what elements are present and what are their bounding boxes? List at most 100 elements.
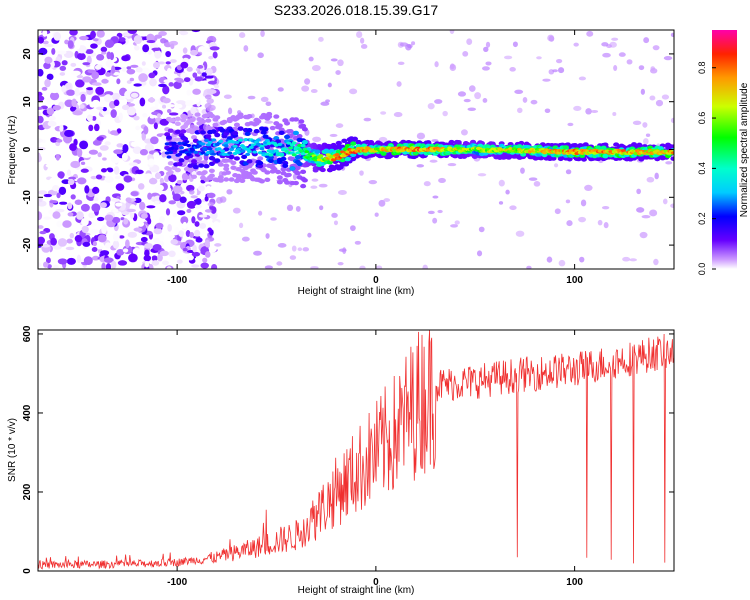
ridge-mark — [277, 142, 283, 146]
noise-blob — [68, 176, 77, 180]
noise-blob — [45, 257, 51, 264]
ridge-mark — [335, 140, 342, 146]
snr-ytick-label: 400 — [22, 404, 33, 421]
noise-blob — [330, 58, 338, 62]
noise-blob — [437, 209, 443, 214]
noise-blob — [590, 109, 599, 113]
noise-blob — [49, 200, 58, 204]
noise-blob — [56, 220, 62, 228]
noise-blob — [106, 51, 112, 60]
noise-blob — [125, 197, 132, 203]
snr-axes: -100 0 100 0 200 400 600 — [22, 325, 674, 588]
noise-blob — [116, 78, 121, 85]
noise-blob — [585, 108, 592, 115]
ridge-mark — [169, 118, 176, 123]
noise-blob — [112, 240, 120, 249]
noise-blob — [38, 142, 42, 147]
ridge-mark — [236, 147, 242, 151]
noise-blob — [291, 245, 297, 252]
noise-blob — [257, 52, 264, 59]
noise-blob — [168, 200, 177, 205]
noise-blob — [209, 244, 217, 253]
ridge-mark — [199, 119, 206, 124]
ridge-mark — [207, 147, 213, 151]
ridge-mark — [318, 154, 324, 158]
noise-blob — [169, 59, 177, 63]
noise-blob — [81, 225, 89, 234]
noise-blob — [276, 261, 283, 266]
noise-blob — [447, 162, 457, 167]
ridge-mark — [448, 139, 455, 145]
ridge-mark — [174, 116, 181, 122]
noise-blob — [51, 47, 56, 55]
noise-blob — [137, 221, 145, 227]
noise-blob — [665, 161, 673, 165]
noise-blob — [118, 235, 125, 239]
noise-blob — [311, 64, 321, 72]
noise-blob — [92, 241, 97, 247]
ridge-mark — [301, 140, 308, 145]
noise-blob — [159, 177, 164, 184]
figure-title: S233.2026.018.15.39.G17 — [274, 2, 438, 18]
snr-ylabel: SNR (10 * v/v) — [7, 418, 18, 482]
noise-blob — [191, 264, 200, 268]
ridge-mark — [269, 125, 276, 131]
noise-blob — [122, 143, 129, 153]
noise-blob — [71, 98, 77, 108]
noise-blob — [88, 149, 99, 155]
noise-blob — [612, 111, 617, 116]
noise-blob — [295, 205, 301, 212]
noise-blob — [526, 265, 532, 269]
noise-blob — [38, 236, 45, 245]
noise-blob — [149, 115, 156, 119]
noise-blob — [650, 66, 656, 71]
noise-blob — [93, 99, 100, 107]
noise-blob — [219, 196, 227, 203]
ridge-mark — [183, 175, 190, 180]
noise-blob — [213, 221, 220, 228]
ridge-mark — [230, 160, 237, 166]
spectrogram-xlabel: Height of straight line (km) — [298, 286, 415, 297]
ridge-mark — [268, 153, 274, 157]
noise-blob — [38, 68, 44, 77]
noise-blob — [74, 199, 83, 205]
noise-blob — [82, 76, 92, 83]
ridge-mark — [174, 167, 181, 173]
ridge-mark — [279, 152, 285, 156]
ridge-mark — [219, 128, 226, 133]
noise-blob — [117, 260, 128, 266]
ridge-mark — [220, 149, 226, 153]
noise-blob — [335, 123, 344, 128]
noise-blob — [195, 237, 203, 243]
noise-blob — [105, 263, 112, 269]
noise-blob — [112, 208, 119, 213]
noise-blob — [151, 111, 160, 116]
noise-blob — [92, 186, 100, 194]
noise-blob — [101, 262, 106, 269]
noise-blob — [148, 177, 158, 185]
noise-blob — [533, 181, 541, 187]
ridge-mark — [217, 175, 224, 180]
noise-blob — [201, 72, 207, 77]
noise-blob — [69, 143, 77, 152]
noise-blob — [514, 89, 524, 94]
noise-blob — [469, 85, 476, 92]
noise-blob — [611, 37, 619, 41]
noise-blob — [41, 244, 51, 248]
noise-blob — [164, 175, 170, 183]
noise-blob — [176, 259, 183, 264]
ridge-mark — [276, 180, 283, 185]
noise-blob — [397, 61, 405, 66]
ridge-mark — [223, 163, 230, 168]
noise-blob — [52, 264, 59, 269]
ridge-mark — [258, 179, 265, 184]
noise-blob — [144, 260, 150, 268]
spectrogram-ytick-label: 10 — [22, 96, 33, 108]
noise-blob — [374, 212, 379, 217]
noise-blob — [655, 99, 664, 107]
ridge-mark — [214, 158, 221, 163]
noise-blob — [119, 96, 125, 101]
noise-blob — [597, 219, 603, 226]
noise-blob — [91, 255, 100, 261]
